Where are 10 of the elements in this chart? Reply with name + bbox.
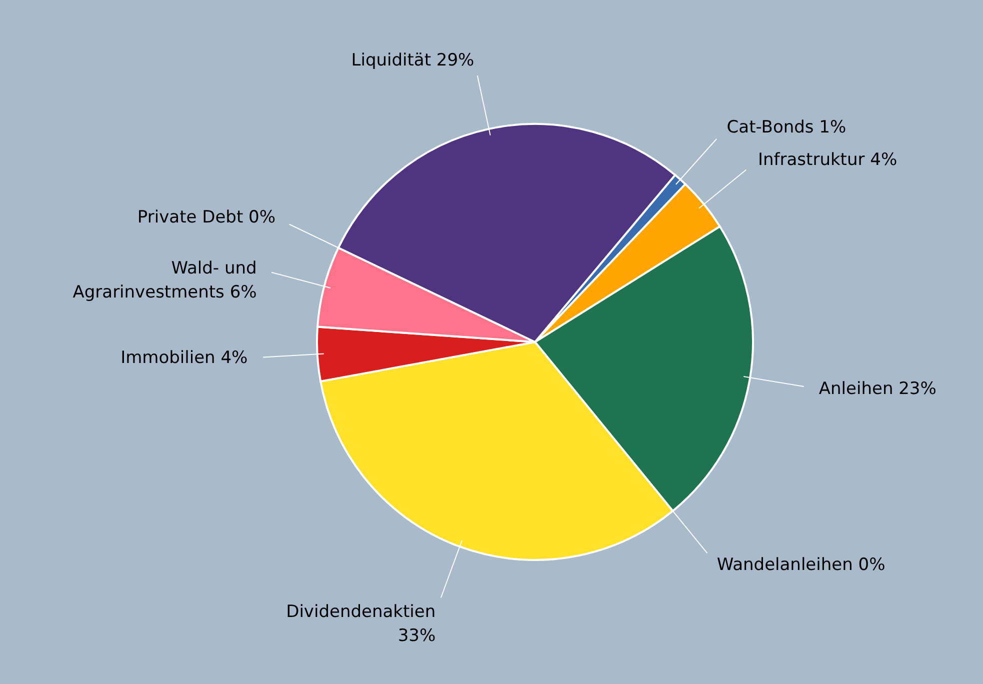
slice-label: Dividendenaktien — [286, 602, 436, 622]
slice-label: Cat-Bonds 1% — [726, 117, 846, 138]
category-label: Wandelanleihen 0% — [716, 555, 886, 575]
category-label: Private Debt 0% — [137, 208, 276, 228]
slice-label: Immobilien 4% — [120, 348, 248, 368]
slice-label: Infrastruktur 4% — [758, 150, 898, 170]
slice-label: Wald- und Agrarinvestments 6% — [72, 258, 257, 302]
slice-label: Anleihen 23% — [818, 379, 936, 399]
slice-label: Liquidität 29% — [351, 50, 474, 71]
data-label: 33% — [398, 626, 436, 646]
